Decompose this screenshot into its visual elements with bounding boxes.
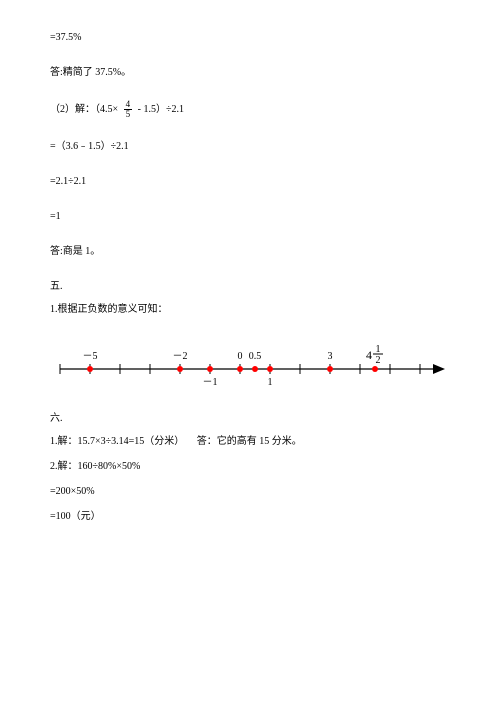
svg-text:1: 1	[268, 377, 273, 388]
svg-text:1: 1	[376, 344, 381, 355]
calc-step-1: =（3.6﹣1.5）÷2.1	[50, 139, 450, 154]
number-line: －5－2－100.513412	[50, 331, 450, 391]
q2-solution: 2.解：160÷80%×50%	[50, 459, 450, 474]
svg-text:－5: －5	[83, 351, 98, 362]
problem2-expression: （2）解：（4.5× 4 5 - 1.5）÷2.1	[50, 100, 450, 119]
section-5-heading: 五.	[50, 279, 450, 294]
svg-text:0: 0	[238, 351, 243, 362]
section-6-heading: 六.	[50, 411, 450, 426]
svg-text:－2: －2	[173, 351, 188, 362]
fraction-4-5: 4 5	[124, 100, 133, 119]
answer-simplified: 答:精简了 37.5%。	[50, 65, 450, 80]
number-line-svg: －5－2－100.513412	[50, 331, 450, 391]
svg-text:4: 4	[366, 348, 372, 362]
section-5-line1: 1.根据正负数的意义可知：	[50, 302, 450, 317]
answer-quotient: 答:商是 1。	[50, 244, 450, 259]
calc-step-2: =2.1÷2.1	[50, 174, 450, 189]
q2-step2: =100（元）	[50, 509, 450, 524]
section-6-line1: 1.解：15.7×3÷3.14=15（分米） 答：它的高有 15 分米。	[50, 434, 450, 449]
q1-answer: 答：它的高有 15 分米。	[197, 436, 302, 447]
p2-pre: （2）解：（4.5×	[50, 104, 118, 115]
svg-text:－1: －1	[203, 377, 218, 388]
q2-step1: =200×50%	[50, 484, 450, 499]
svg-text:3: 3	[328, 351, 333, 362]
q1-solution: 1.解：15.7×3÷3.14=15（分米）	[50, 436, 184, 447]
calc-step-3: =1	[50, 209, 450, 224]
fraction-den: 5	[124, 110, 133, 119]
svg-text:2: 2	[376, 355, 381, 366]
calc-line-result-percent: =37.5%	[50, 30, 450, 45]
p2-post: - 1.5）÷2.1	[138, 104, 184, 115]
svg-text:0.5: 0.5	[249, 351, 262, 362]
